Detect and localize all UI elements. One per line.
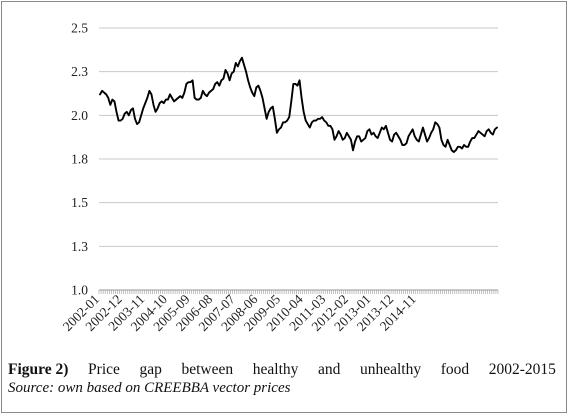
- caption-word: healthy: [252, 361, 299, 378]
- caption-title-line: Figure 2) Price gap between healthy and …: [8, 360, 556, 379]
- caption-word: unhealthy: [359, 361, 422, 378]
- caption-word: 2002-2015: [488, 361, 556, 378]
- y-tick-label: 2.0: [71, 108, 88, 123]
- x-axis-tick-labels: 2002-012002-122003-112004-102005-092006-…: [60, 291, 419, 334]
- figure-label: Figure 2): [8, 361, 69, 378]
- y-tick-label: 1.3: [71, 239, 88, 254]
- caption-word: Price: [88, 361, 120, 378]
- y-tick-label: 1.0: [71, 283, 88, 298]
- y-tick-label: 2.3: [71, 64, 88, 79]
- y-axis-tick-labels: 2.5 2.3 2.0 1.8 1.5 1.3 1.0: [71, 21, 88, 298]
- price-gap-line-chart: 2.5 2.3 2.0 1.8 1.5 1.3 1.0 2002-012002-122003…: [60, 21, 499, 334]
- caption-word: between: [181, 361, 234, 378]
- caption-word: gap: [139, 361, 162, 378]
- figure-caption: Figure 2) Price gap between healthy and …: [8, 360, 556, 398]
- caption-word: food: [440, 361, 470, 378]
- gridlines: [99, 27, 498, 291]
- y-tick-label: 1.8: [71, 152, 88, 167]
- x-axis: [98, 290, 499, 294]
- caption-word: and: [317, 361, 341, 378]
- figure-frame: [1, 1, 567, 413]
- caption-source: Source: own based on CREEBBA vector pric…: [8, 380, 291, 396]
- y-tick-label: 1.5: [71, 195, 88, 210]
- price-gap-series-line: [99, 56, 498, 153]
- y-tick-label: 2.5: [71, 21, 88, 36]
